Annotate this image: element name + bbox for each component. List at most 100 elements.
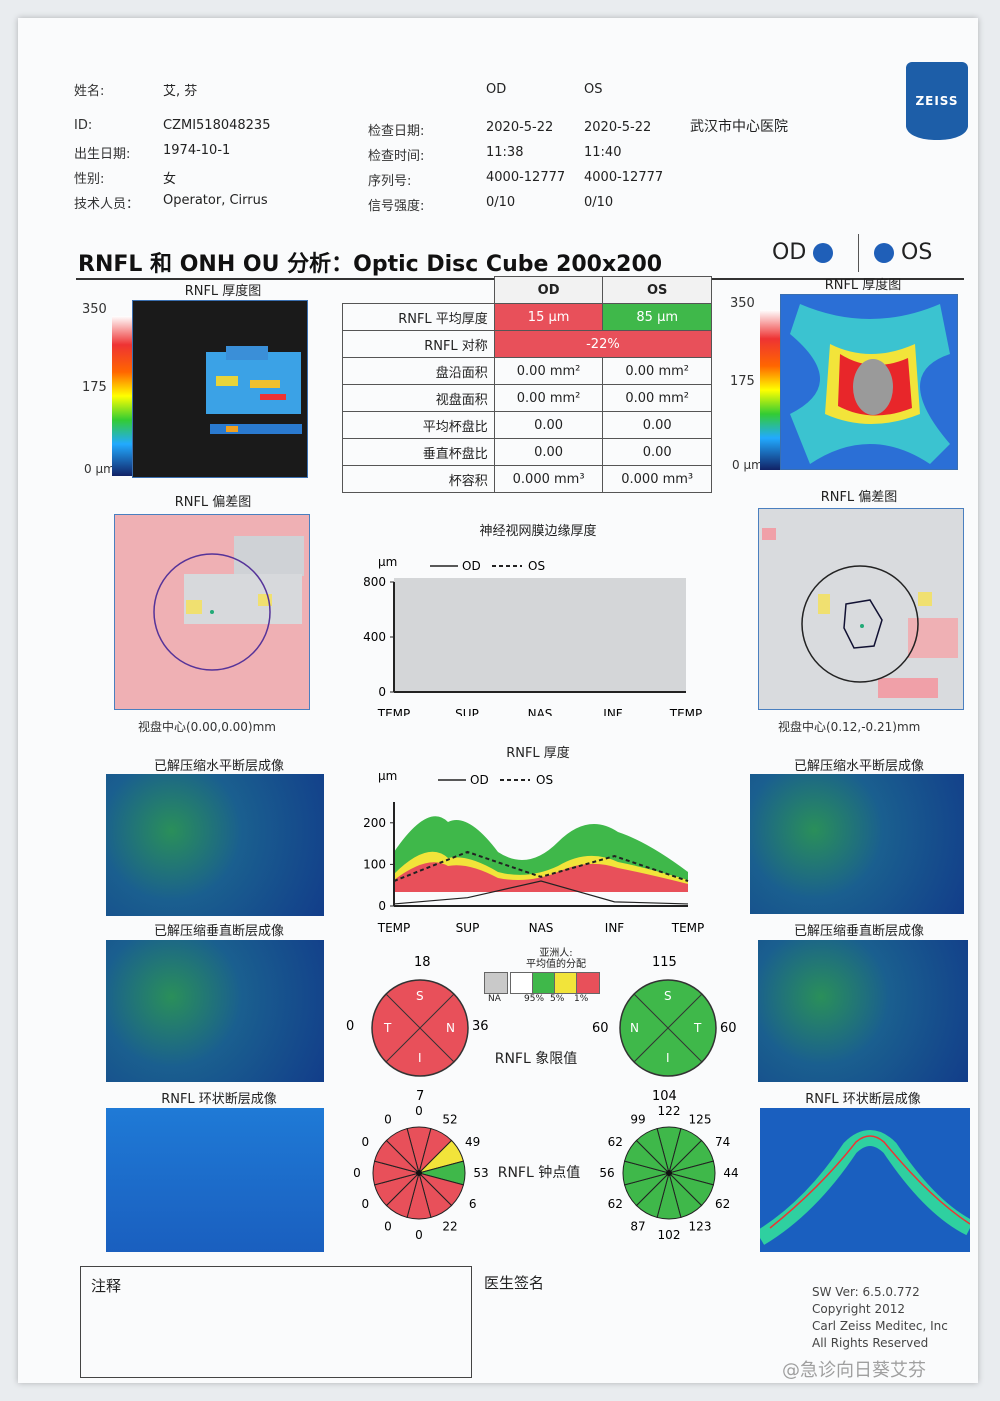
row-label: RNFL 对称 [342, 330, 495, 358]
nrr-unit: μm [378, 555, 397, 569]
clock-value: 0 [361, 1197, 369, 1211]
os-legend: OS [874, 240, 932, 265]
cell-os: 0.00 [602, 438, 712, 466]
cell-od: 0.000 mm³ [493, 465, 604, 493]
clock-value: 56 [599, 1166, 614, 1180]
od-legend-label: OD [772, 240, 807, 265]
dob-label: 出生日期: [74, 147, 131, 162]
os-quad-right: 60 [720, 1021, 737, 1036]
od-quad-left: 0 [346, 1019, 354, 1034]
dob-value: 1974-10-1 [163, 143, 231, 158]
os-thickness-title: RNFL 厚度图 [824, 278, 902, 293]
nrr-legend-os: OS [528, 559, 545, 573]
clock-value: 0 [415, 1228, 423, 1242]
x-tick-label: NAS [529, 921, 554, 932]
x-tick-label: NAS [528, 707, 553, 716]
serial-od: 4000-12777 [486, 170, 566, 185]
clock-value: 52 [442, 1112, 457, 1126]
nrr-legend-od: OD [462, 559, 481, 573]
tech-label: 技术人员： [74, 197, 140, 212]
os-quad-top: 115 [652, 955, 677, 970]
nrr-plot-area [394, 578, 686, 692]
clock-value: 53 [473, 1166, 488, 1180]
cell-od: 0.00 [493, 438, 604, 466]
os-dot-icon [874, 243, 894, 263]
od-scale-mid: 175 [82, 380, 107, 395]
od-horizontal-title: 已解压缩水平断层成像 [153, 759, 284, 774]
cell-od: 0.00 mm² [493, 357, 604, 385]
legend-label-na: NA [488, 994, 501, 1004]
od-color-bar [112, 316, 132, 476]
nrr-chart: μm OD OS 0 400 800 TEMP SUP NAS INF TEMP [363, 555, 702, 716]
legend-swatch-yellow [554, 972, 578, 994]
legend-swatch-na [484, 972, 508, 994]
os-legend-label: OS [901, 240, 933, 265]
sex-label: 性别: [74, 172, 105, 187]
x-tick-label: TEMP [377, 921, 411, 932]
exam-time-os: 11:40 [584, 145, 622, 160]
notes-box: 注释 [80, 1266, 472, 1378]
y-tick-label: 800 [363, 575, 386, 589]
name-label: 姓名: [74, 84, 105, 99]
clock-value: 6 [469, 1197, 477, 1211]
x-tick-label: INF [603, 707, 623, 716]
report-title: RNFL 和 ONH OU 分析：Optic Disc Cube 200x200 [78, 252, 663, 277]
tech-value: Operator, Cirrus [163, 193, 268, 208]
clock-value: 0 [384, 1220, 392, 1234]
os-color-bar [760, 310, 780, 470]
od-quad-i: I [418, 1051, 422, 1065]
row-label: 盘沿面积 [342, 357, 495, 385]
nrr-chart-title: 神经视网膜边缘厚度 [479, 524, 597, 539]
parameter-table: OD OS RNFL 平均厚度 15 μm 85 μm RNFL 对称 -22%… [342, 276, 713, 493]
od-quad-n: N [446, 1021, 455, 1035]
legend-swatch-white [510, 972, 534, 994]
hospital-name: 武汉市中心医院 [690, 119, 788, 135]
os-deviation-title: RNFL 偏差图 [820, 490, 898, 505]
clock-value: 125 [689, 1112, 712, 1126]
clock-value: 49 [465, 1135, 480, 1149]
notes-label: 注释 [91, 1277, 122, 1295]
legend-label-95: 95% [524, 994, 545, 1004]
rnfl-legend-os: OS [536, 773, 553, 787]
os-scale-min: 0 μm [732, 458, 763, 472]
od-circle-scan [106, 1108, 324, 1252]
clock-center [666, 1170, 672, 1176]
od-quad-bottom: 7 [416, 1089, 424, 1104]
od-scale-min: 0 μm [84, 462, 115, 476]
avg-thickness-od: 15 μm [493, 303, 604, 331]
clock-value: 22 [442, 1220, 457, 1234]
od-quad-top: 18 [414, 955, 431, 970]
clock-value: 0 [353, 1166, 361, 1180]
od-thickness-map [132, 300, 308, 478]
y-tick-label: 200 [363, 816, 386, 830]
os-quadrant-chart: 115 60 60 S N T I 104 [592, 955, 737, 1104]
os-quad-bottom: 104 [652, 1089, 677, 1104]
report-page: 姓名: 艾, 芬 ID: CZMI518048235 出生日期: 1974-10… [18, 18, 978, 1383]
sex-value: 女 [163, 172, 177, 187]
cell-os: 0.00 [602, 411, 712, 439]
series-line-od [393, 880, 689, 905]
rnfl-legend-od: OD [470, 773, 489, 787]
cell-os: 0.00 mm² [602, 357, 712, 385]
os-quad-i: I [666, 1051, 670, 1065]
series-line-os [393, 850, 689, 882]
avg-thickness-os: 85 μm [602, 303, 712, 331]
clock-value: 102 [658, 1228, 681, 1242]
od-quad-t: T [383, 1021, 392, 1035]
name-value: 艾, 芬 [163, 84, 198, 99]
x-tick-label: TEMP [377, 707, 411, 716]
os-scale-mid: 175 [730, 374, 755, 389]
cell-od: 0.00 mm² [493, 384, 604, 412]
exam-time-od: 11:38 [486, 145, 524, 160]
row-label: 垂直杯盘比 [342, 438, 495, 466]
table-row: 盘沿面积 0.00 mm² 0.00 mm² [342, 357, 712, 385]
od-horizontal-scan [106, 774, 324, 916]
os-thickness-map [780, 294, 958, 470]
od-quadrant-chart: 18 0 36 S T N I 7 [346, 955, 489, 1104]
serial-label: 序列号: [368, 174, 412, 189]
clock-value: 44 [723, 1166, 738, 1180]
table-header-os: OS [602, 276, 712, 304]
od-vertical-scan [106, 940, 324, 1082]
exam-date-os: 2020-5-22 [584, 120, 652, 135]
